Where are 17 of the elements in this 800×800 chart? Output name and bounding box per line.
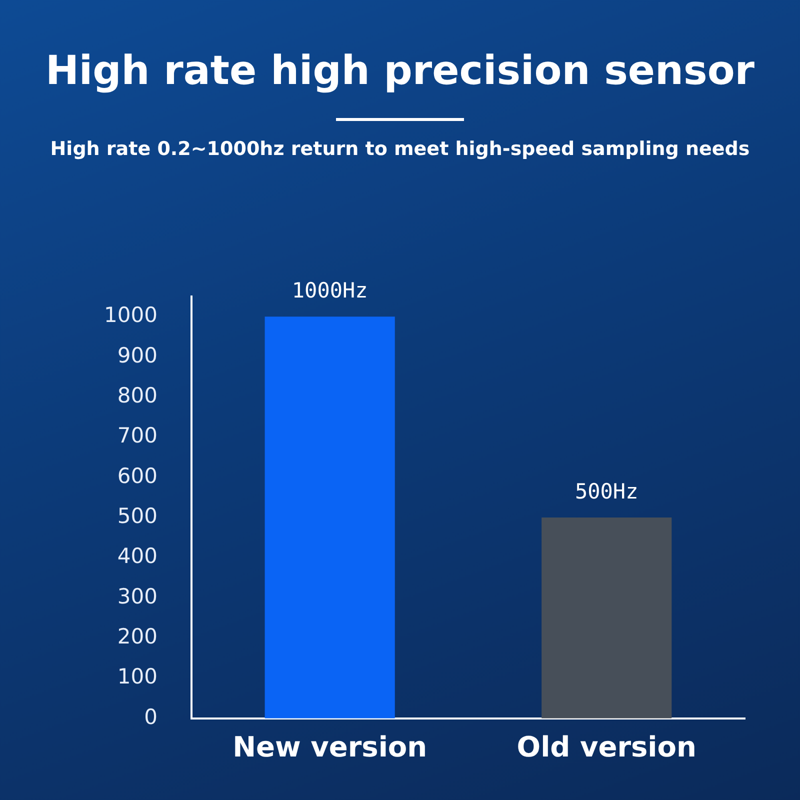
data-label: 500Hz <box>575 479 638 504</box>
y-tick-label: 300 <box>117 584 158 608</box>
x-tick-label: Old version <box>516 730 696 764</box>
chart-title: High rate high precision sensor <box>44 48 756 94</box>
chart-subtitle: High rate 0.2~1000hz return to meet high-speed sampling needs <box>49 138 751 160</box>
y-tick-label: 700 <box>117 424 158 448</box>
y-tick-label: 100 <box>117 664 158 689</box>
y-tick-label: 800 <box>117 383 158 408</box>
y-tick-label: 0 <box>144 704 158 729</box>
y-tick-label: 900 <box>117 343 158 368</box>
y-tick-label: 500 <box>117 504 158 528</box>
y-tick-label: 1000 <box>104 303 158 328</box>
y-tick-label: 600 <box>117 464 158 488</box>
data-label: 1000Hz <box>292 278 368 303</box>
x-tick-label: New version <box>232 730 428 764</box>
y-tick-label: 200 <box>117 624 158 649</box>
y-tick-label: 400 <box>117 544 158 568</box>
